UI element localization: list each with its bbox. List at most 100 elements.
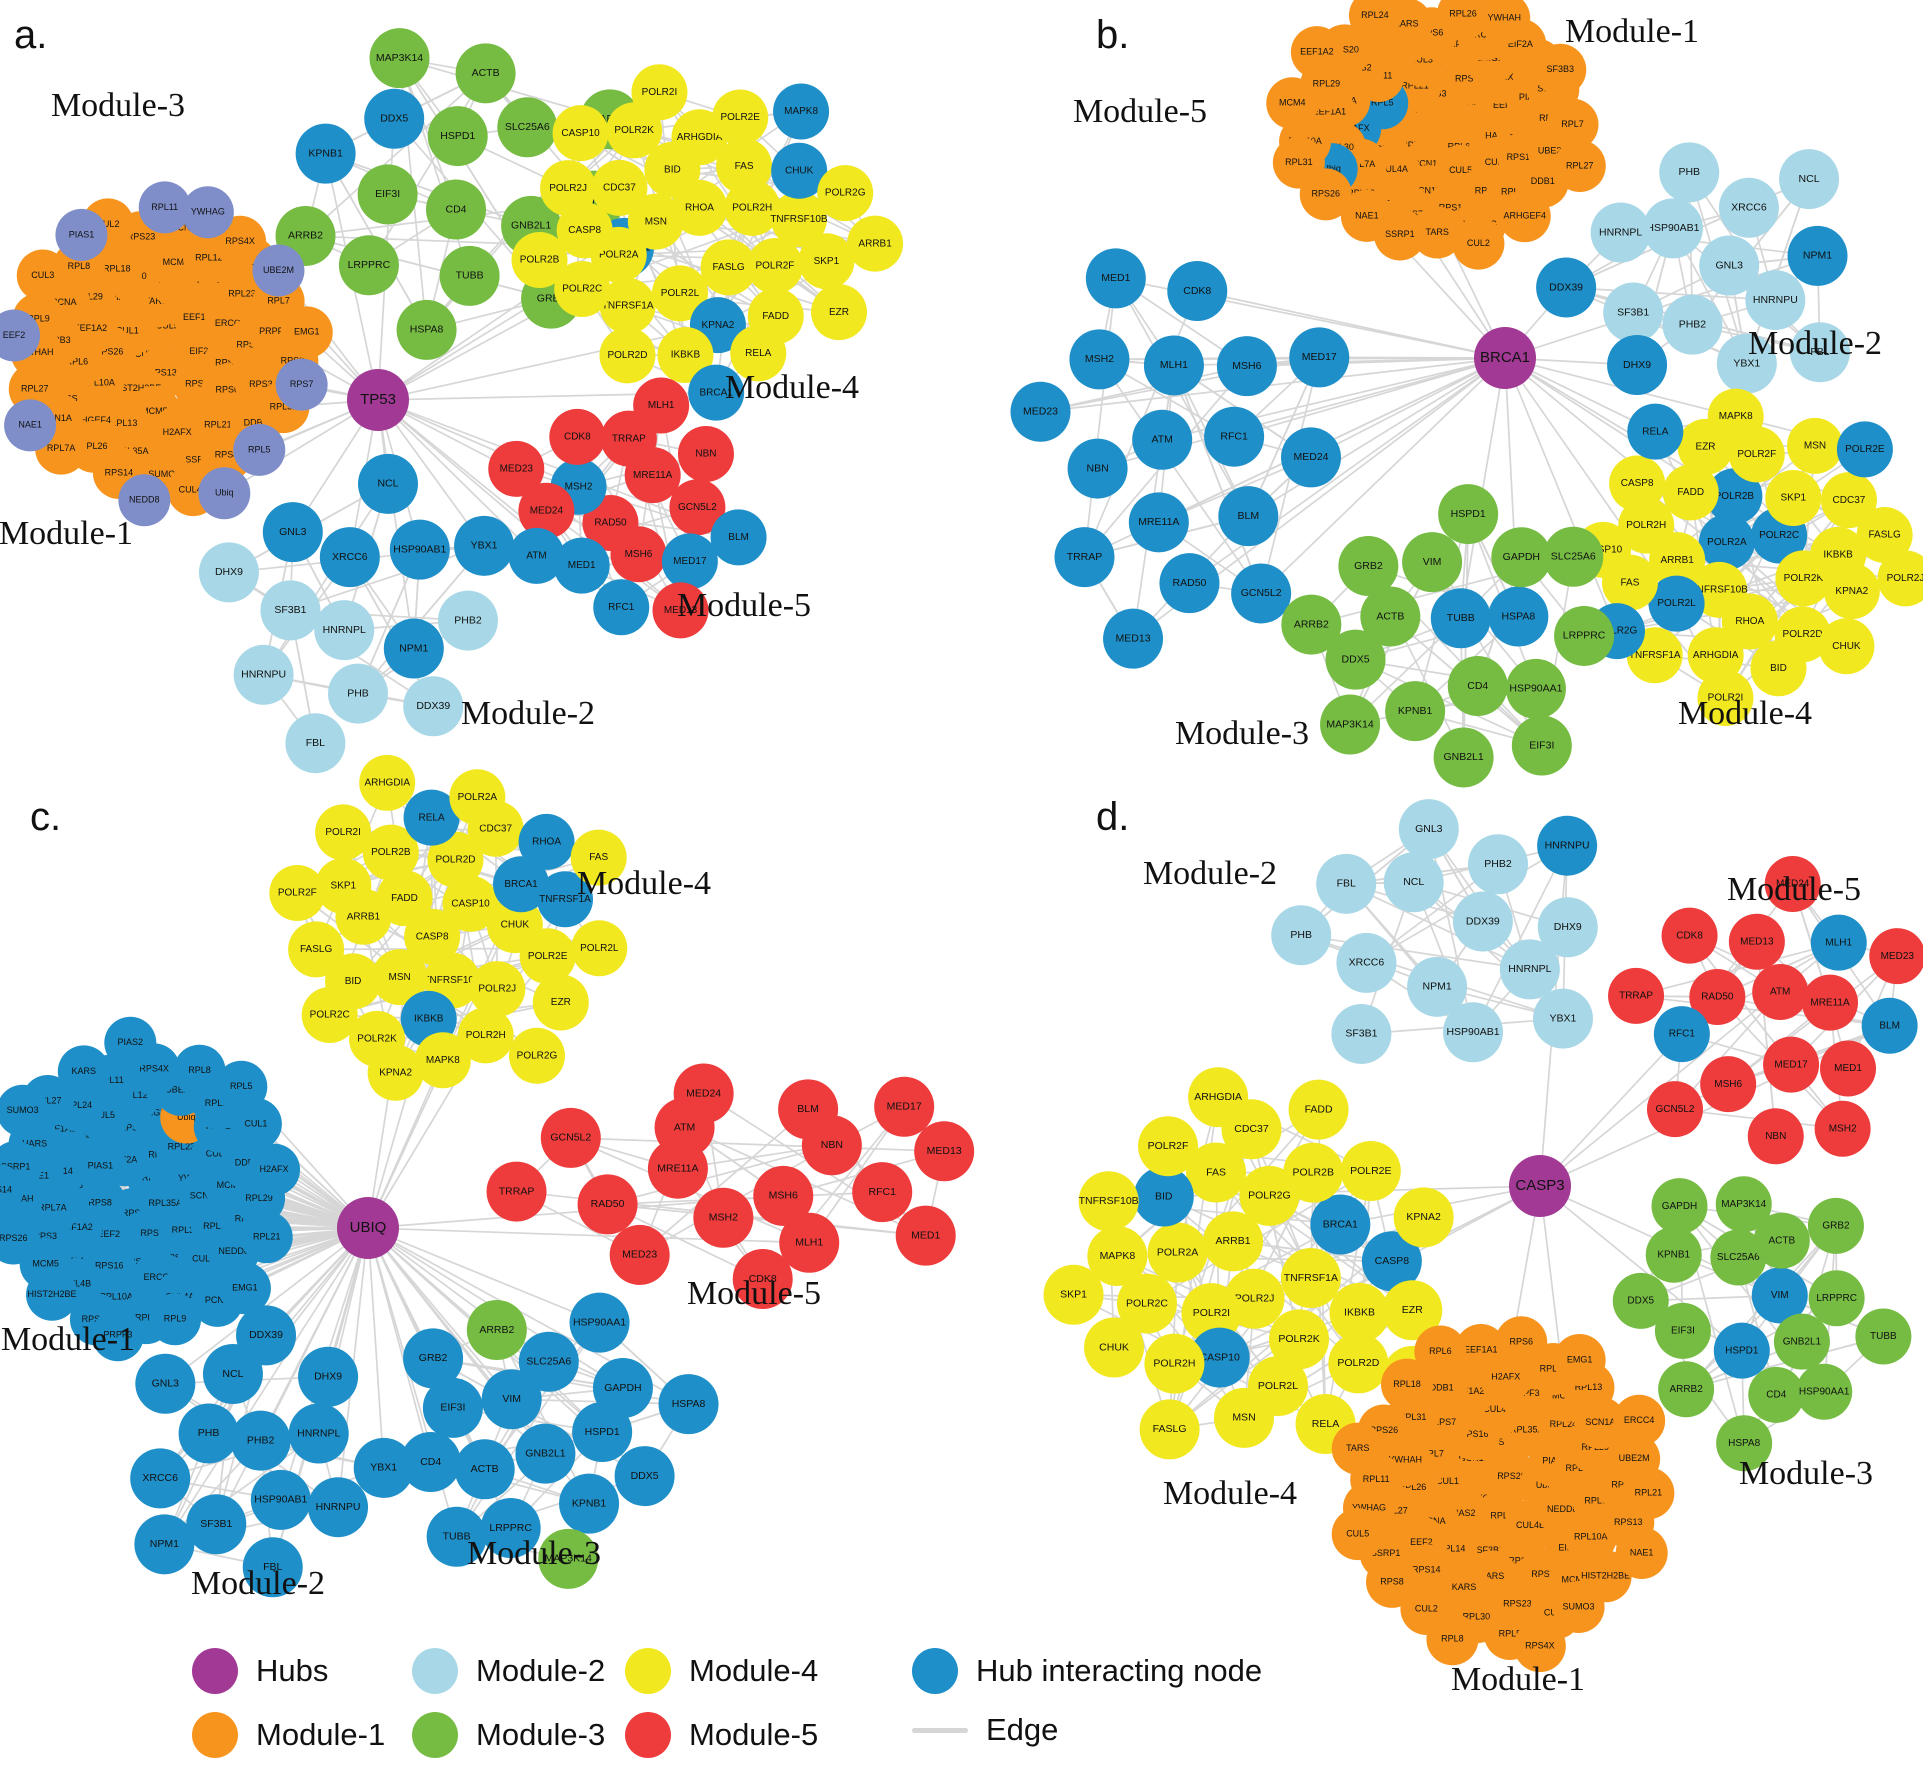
- gene-node-POLR2I: [1181, 1283, 1242, 1344]
- gene-node-FBL: [285, 713, 346, 774]
- gene-node-GNL3: [262, 502, 323, 563]
- gene-node-IKBKB: [657, 327, 714, 384]
- gene-node-RPS6: [1495, 1316, 1548, 1369]
- gene-node-PHB: [328, 663, 389, 724]
- edge: [484, 1322, 601, 1470]
- gene-node-GAPDH: [592, 1358, 653, 1419]
- gene-node-SKP1: [315, 857, 372, 914]
- gene-node-POLR2H: [1618, 497, 1675, 554]
- hub-edge: [1246, 357, 1506, 367]
- gene-node-POLR2H: [724, 179, 781, 236]
- gene-node-HSP90AA1: [1505, 658, 1566, 719]
- gene-node-EZR: [811, 284, 868, 341]
- gene-node-POLR2H: [457, 1007, 514, 1064]
- gene-node-XRCC6: [1336, 932, 1397, 993]
- edge: [1672, 227, 1821, 353]
- gene-node-BID: [1750, 640, 1807, 697]
- gene-node-RPL8: [1426, 1613, 1479, 1666]
- gene-node-MED24: [518, 482, 575, 539]
- gene-node-GNL3: [135, 1353, 196, 1414]
- gene-node-MLH1: [1810, 914, 1867, 971]
- gene-node-SF3B1: [186, 1494, 247, 1555]
- gene-node-MAP3K14: [369, 28, 430, 89]
- gene-node-CUL5: [1331, 1508, 1384, 1561]
- gene-node-MLH1: [633, 377, 690, 434]
- gene-node-RPL21: [240, 1211, 293, 1264]
- gene-node-HSPD1: [427, 106, 488, 167]
- module-label-c-module-4: Module-4: [577, 865, 711, 902]
- gene-node-HNRNPU: [1537, 815, 1598, 876]
- gene-node-ACTB: [1753, 1212, 1810, 1269]
- gene-node-MSH6: [1216, 336, 1277, 397]
- edge: [290, 545, 485, 612]
- gene-node-EZR: [1382, 1280, 1443, 1341]
- edge: [1173, 365, 1262, 594]
- gene-node-FASLG: [1856, 507, 1913, 564]
- edge: [1250, 1129, 1300, 1340]
- gene-node-CASP8: [404, 908, 461, 965]
- gene-node-MED17: [661, 533, 718, 590]
- gene-node-MED23: [1869, 928, 1923, 985]
- edge: [1083, 278, 1117, 558]
- gene-node-GAPDH: [1491, 527, 1552, 588]
- gene-node-MSH2: [693, 1187, 754, 1248]
- gene-node-EIF3I: [357, 164, 418, 225]
- gene-node-SF3B3: [1534, 43, 1587, 96]
- gene-node-RPL21: [1622, 1467, 1675, 1520]
- module-label-b-module-3: Module-3: [1175, 715, 1309, 752]
- gene-node-CASP10: [442, 875, 499, 932]
- gene-node-RPL5: [215, 1060, 268, 1113]
- gene-node-CDC37: [1820, 472, 1877, 529]
- gene-node-DHX9: [1537, 897, 1598, 958]
- gene-node-NCL: [1383, 852, 1444, 913]
- gene-node-HSPD1: [1713, 1322, 1770, 1379]
- gene-node-ARRB2: [1658, 1361, 1715, 1418]
- gene-node-POLR2B: [1706, 468, 1763, 525]
- gene-node-RPL24: [1348, 0, 1401, 42]
- gene-node-KARS: [57, 1045, 110, 1098]
- gene-node-RPL7: [1546, 98, 1599, 151]
- gene-node-TNFRSF10B: [770, 191, 827, 248]
- gene-node-HNRNPU: [1745, 270, 1806, 331]
- gene-node-NPM1: [134, 1514, 195, 1575]
- gene-node-HNRNPU: [308, 1477, 369, 1538]
- gene-node-VIM: [1402, 532, 1463, 593]
- gene-node-CD4: [1748, 1366, 1805, 1423]
- gene-node-FASLG: [1139, 1399, 1200, 1460]
- gene-node-CUL3: [16, 249, 69, 302]
- hub-node-label: CASP3: [1515, 1177, 1564, 1194]
- gene-node-MED1: [1085, 248, 1146, 309]
- gene-node-RELA: [1627, 403, 1684, 460]
- gene-node-ARRB2: [1281, 594, 1342, 655]
- gene-node-FBL: [242, 1537, 303, 1598]
- gene-node-POLR2B: [511, 231, 568, 288]
- hub-node-BRCA1: [1474, 327, 1536, 389]
- gene-node-CHUK: [1084, 1317, 1145, 1378]
- gene-node-KPNB1: [295, 123, 356, 184]
- gene-node-HNRNPL: [288, 1403, 349, 1464]
- edge: [304, 72, 487, 237]
- edge: [639, 1108, 809, 1256]
- hub-node-CASP3: [1509, 1155, 1571, 1217]
- gene-node-FAS: [716, 138, 773, 195]
- gene-node-PHB: [1271, 905, 1332, 966]
- gene-node-NPM1: [383, 618, 444, 679]
- gene-node-MSH2: [1069, 329, 1130, 390]
- gene-node-TUBB: [439, 245, 500, 306]
- gene-node-POLR2E: [1836, 421, 1893, 478]
- gene-node-TUBB: [1855, 1308, 1912, 1365]
- gene-node-POLR2E: [712, 89, 769, 146]
- panel-letter-c: c.: [30, 795, 61, 839]
- gene-node-KPNA2: [367, 1044, 424, 1101]
- gene-node-BLM: [710, 509, 767, 566]
- gene-node-SUMO3: [1552, 1580, 1605, 1633]
- gene-node-CDK8: [732, 1249, 793, 1310]
- gene-node-POLR2D: [599, 327, 656, 384]
- gene-node-SKP1: [1043, 1264, 1104, 1325]
- gene-node-MED17: [874, 1076, 935, 1137]
- module-label-a-module-4: Module-4: [725, 369, 859, 406]
- gene-node-XRCC6: [130, 1448, 191, 1509]
- gene-node-LRPPRC: [1808, 1270, 1865, 1327]
- hub-edge: [215, 1227, 369, 1525]
- module-label-a-module-2: Module-2: [461, 695, 595, 732]
